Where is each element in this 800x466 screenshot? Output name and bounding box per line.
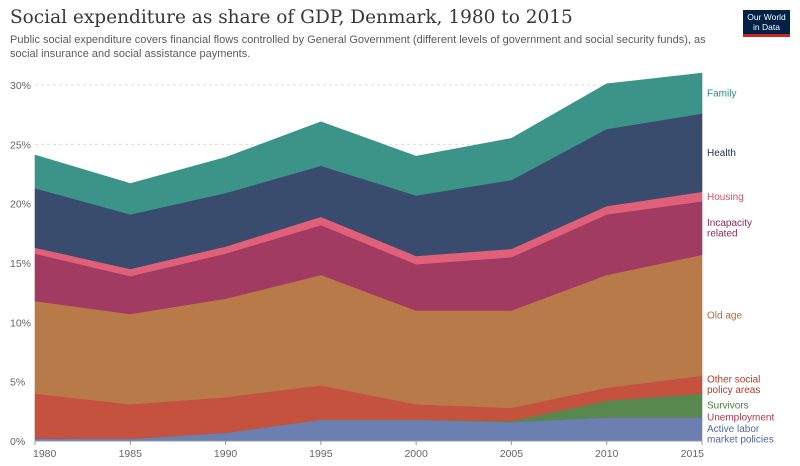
y-axis-ticks: 0% 5% 10% 15% 20% 25% 30%	[10, 80, 31, 448]
label-active-labor-market-policies: market policies	[707, 435, 774, 446]
label-unemployment: Unemployment	[707, 413, 774, 424]
x-tick-label: 2015	[681, 448, 705, 460]
y-tick-label: 15%	[10, 258, 31, 270]
chart-subtitle: Public social expenditure covers financi…	[10, 34, 706, 60]
x-tick-label: 2000	[404, 448, 428, 460]
x-tick-label: 1980	[33, 448, 57, 460]
y-tick-label: 5%	[10, 377, 25, 389]
area-series	[34, 72, 703, 442]
x-axis: 1980 1985 1990 1995 2000 2005 2010 2015	[33, 440, 705, 460]
y-tick-label: 20%	[10, 199, 31, 211]
x-tick-label: 1985	[119, 448, 143, 460]
x-tick-label: 2005	[500, 448, 524, 460]
y-tick-label: 0%	[10, 436, 25, 448]
area-family[interactable]	[34, 72, 703, 215]
logo-line-1: Our World	[747, 12, 786, 22]
x-tick-label: 1995	[309, 448, 333, 460]
label-other-social-policy-areas: policy areas	[707, 385, 760, 396]
x-tick-label: 1990	[214, 448, 238, 460]
label-survivors: Survivors	[707, 401, 749, 412]
y-tick-label: 10%	[10, 317, 31, 329]
label-incapacity-related: related	[707, 229, 738, 240]
chart-title: Social expenditure as share of GDP, Denm…	[10, 7, 573, 28]
label-incapacity-related: Incapacity	[707, 218, 752, 229]
y-tick-label: 25%	[10, 139, 31, 151]
label-family: Family	[707, 89, 736, 100]
label-health: Health	[707, 148, 736, 159]
label-old-age: Old age	[707, 311, 742, 322]
owid-logo[interactable]: Our World in Data	[743, 10, 790, 37]
logo-line-2: in Data	[753, 21, 780, 32]
label-housing: Housing	[707, 192, 744, 203]
y-tick-label: 30%	[10, 80, 31, 92]
x-tick-label: 2010	[595, 448, 619, 460]
label-other-social-policy-areas: Other social	[707, 375, 760, 386]
label-active-labor-market-policies: Active labor	[707, 424, 760, 435]
